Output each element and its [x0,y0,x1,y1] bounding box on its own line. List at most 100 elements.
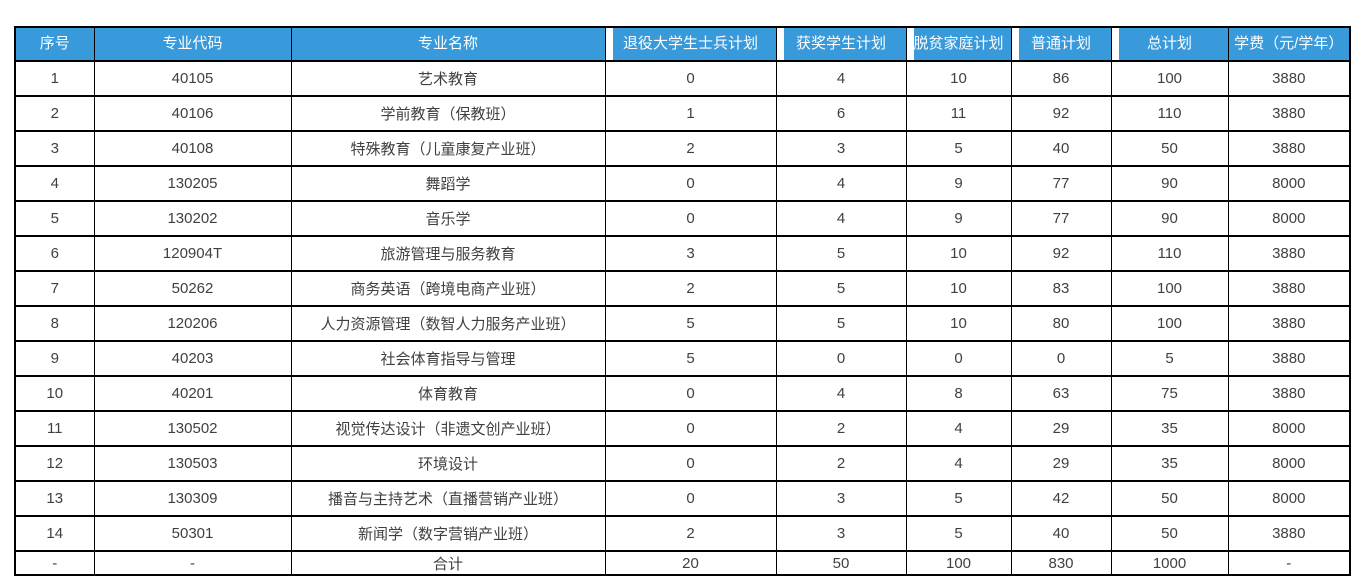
table-row: 4 130205 舞蹈学 0 4 9 77 90 8000 [14,165,1351,202]
table-row: 8 120206 人力资源管理（数智人力服务产业班） 5 5 10 80 100 3880 [14,305,1351,342]
table-cell: 新闻学（数字营销产业班） [290,515,606,552]
table-cell: 100 [1110,305,1229,342]
table-cell: 130202 [93,200,292,237]
table-cell: 2 [775,410,907,447]
table-cell: 体育教育 [290,375,606,412]
col-header-regular-plan: 普通计划 [1010,26,1112,62]
table-cell: 3880 [1227,60,1351,97]
col-header-major-name: 专业名称 [290,26,606,62]
table-cell: 学前教育（保教班） [290,95,606,132]
table-cell: 11 [905,95,1012,132]
table-row: 2 40106 学前教育（保教班） 1 6 11 92 110 3880 [14,95,1351,132]
table-cell: 100 [905,550,1012,576]
table-cell: 8000 [1227,480,1351,517]
table-cell: 8000 [1227,165,1351,202]
table-cell: 9 [14,340,95,377]
enrollment-plan-table: 序号 专业代码 专业名称 退役大学生士兵计划 获奖学生计划 脱贫家庭计划 普通计… [14,26,1351,576]
table-cell: 音乐学 [290,200,606,237]
table-cell: 40105 [93,60,292,97]
table-cell: 86 [1010,60,1112,97]
table-cell: 5 [1110,340,1229,377]
table-cell: 8 [14,305,95,342]
table-cell: 5 [775,235,907,272]
table-cell: 0 [775,340,907,377]
table-cell: 5 [775,270,907,307]
table-cell: 29 [1010,410,1112,447]
table-cell: 5 [604,340,777,377]
table-cell: 播音与主持艺术（直播营销产业班） [290,480,606,517]
table-cell: 0 [905,340,1012,377]
table-cell: 50 [1110,130,1229,167]
table-cell: 120206 [93,305,292,342]
table-cell: 110 [1110,235,1229,272]
table-cell: 9 [905,200,1012,237]
table-cell: 5 [905,515,1012,552]
table-cell: 12 [14,445,95,482]
table-cell: 舞蹈学 [290,165,606,202]
table-cell: 5 [14,200,95,237]
table-cell: 2 [604,270,777,307]
table-cell: 1 [604,95,777,132]
table-cell: 50 [1110,480,1229,517]
table-row: 11 130502 视觉传达设计（非遗文创产业班） 0 2 4 29 35 8000 [14,410,1351,447]
table-cell: 人力资源管理（数智人力服务产业班） [290,305,606,342]
table-cell: 4 [775,200,907,237]
table-cell: 3880 [1227,515,1351,552]
table-cell: 2 [775,445,907,482]
table-cell: 4 [775,60,907,97]
table-cell: 7 [14,270,95,307]
table-cell: 40106 [93,95,292,132]
table-row: 3 40108 特殊教育（儿童康复产业班） 2 3 5 40 50 3880 [14,130,1351,167]
table-cell: 视觉传达设计（非遗文创产业班） [290,410,606,447]
table-cell: 4 [775,165,907,202]
table-cell: 50262 [93,270,292,307]
table-cell: 10 [905,305,1012,342]
table-cell: 40 [1010,515,1112,552]
table-row: 9 40203 社会体育指导与管理 5 0 0 0 5 3880 [14,340,1351,377]
table-cell: 1 [14,60,95,97]
table-cell: 130502 [93,410,292,447]
table-cell: 14 [14,515,95,552]
table-cell: 63 [1010,375,1112,412]
table-cell: 4 [905,445,1012,482]
table-row: 14 50301 新闻学（数字营销产业班） 2 3 5 40 50 3880 [14,515,1351,552]
table-cell: 830 [1010,550,1112,576]
table-cell: 130309 [93,480,292,517]
table-cell: 3880 [1227,340,1351,377]
table-cell: 0 [604,200,777,237]
table-row: 10 40201 体育教育 0 4 8 63 75 3880 [14,375,1351,412]
table-cell: 6 [775,95,907,132]
table-cell: 0 [604,375,777,412]
table-cell: 2 [604,515,777,552]
table-cell: 合计 [290,550,606,576]
table-cell: 10 [14,375,95,412]
table-cell: 10 [905,270,1012,307]
header-row: 序号 专业代码 专业名称 退役大学生士兵计划 获奖学生计划 脱贫家庭计划 普通计… [14,26,1351,62]
col-header-veteran-plan: 退役大学生士兵计划 [604,26,777,62]
table-cell: 50 [775,550,907,576]
table-cell: 4 [905,410,1012,447]
table-cell: 77 [1010,200,1112,237]
col-header-award-plan: 获奖学生计划 [775,26,907,62]
table-cell: 90 [1110,165,1229,202]
table-cell: 5 [775,305,907,342]
table-cell: 50 [1110,515,1229,552]
col-header-total-plan: 总计划 [1110,26,1229,62]
table-cell: 11 [14,410,95,447]
table-cell: 13 [14,480,95,517]
table-cell: 35 [1110,445,1229,482]
table-cell: 2 [14,95,95,132]
table-cell: 3880 [1227,235,1351,272]
table-row: 6 120904T 旅游管理与服务教育 3 5 10 92 110 3880 [14,235,1351,272]
table-cell: 90 [1110,200,1229,237]
table-cell: 5 [604,305,777,342]
table-cell: 20 [604,550,777,576]
table-cell: 3 [775,515,907,552]
table-row: 12 130503 环境设计 0 2 4 29 35 8000 [14,445,1351,482]
table-cell: 社会体育指导与管理 [290,340,606,377]
table-cell: 0 [604,445,777,482]
table-cell: 2 [604,130,777,167]
table-cell: 10 [905,60,1012,97]
table-cell: - [1227,550,1351,576]
col-header-major-code: 专业代码 [93,26,292,62]
